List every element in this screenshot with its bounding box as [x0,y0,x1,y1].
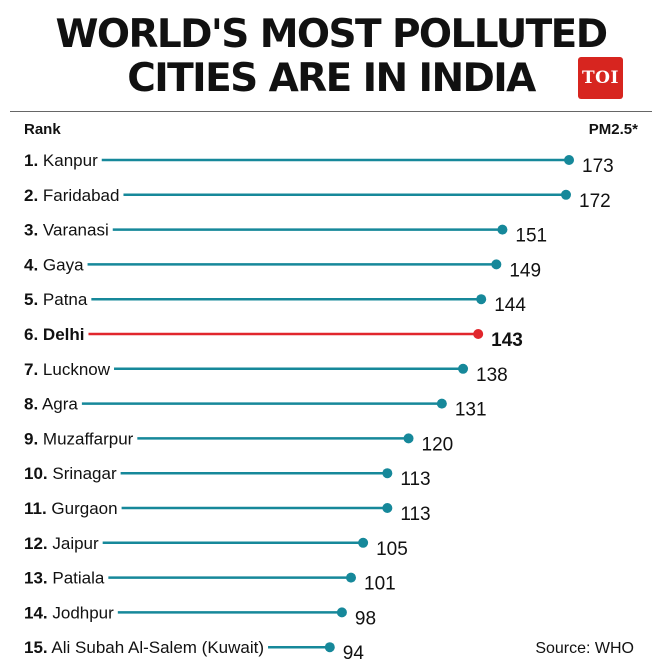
city-name: Faridabad [38,186,119,205]
city-name: Patiala [48,569,105,588]
rank-number: 4. [24,255,38,274]
city-label: 3. Varanasi [24,221,109,240]
value-label: 98 [355,608,376,629]
bar-dot [382,468,393,479]
value-label: 101 [364,574,396,595]
rank-number: 3. [24,221,38,240]
bar-dot [497,224,508,235]
value-label: 138 [476,365,508,386]
city-name: Srinagar [48,464,117,483]
city-name: Varanasi [38,221,109,240]
toi-logo: TOI [578,57,623,99]
city-name: Gaya [38,255,84,274]
bar-dot [403,433,414,444]
city-name: Jodhpur [48,603,114,622]
city-label: 4. Gaya [24,255,84,274]
city-label: 1. Kanpur [24,151,98,170]
bar-dot [561,189,571,200]
city-name: Agra [38,395,78,414]
city-name: Gurgaon [47,499,118,518]
rank-number: 7. [24,360,38,379]
city-label: 10. Srinagar [24,464,117,483]
bar-dot [458,363,469,374]
city-label: 14. Jodhpur [24,603,114,622]
city-label: 7. Lucknow [24,360,111,379]
value-label: 113 [400,469,430,490]
rank-number: 6. [24,325,38,344]
city-label: 9. Muzaffarpur [24,429,134,448]
value-label: 173 [582,156,614,177]
rank-number: 10. [24,464,48,483]
city-name: Ali Subah Al-Salem (Kuwait) [48,638,264,657]
value-label: 151 [515,226,547,247]
bar-dot [473,329,484,339]
value-label: 105 [376,539,408,560]
rank-column-header: Rank [24,121,61,138]
value-label: 172 [579,191,611,212]
city-name: Lucknow [38,360,111,379]
bar-dot [436,398,447,409]
city-label: 11. Gurgaon [24,499,118,518]
pm25-column-header: PM2.5* [588,121,638,138]
city-name: Muzaffarpur [38,429,133,448]
city-label: 15. Ali Subah Al-Salem (Kuwait) [24,638,264,657]
bar-dot [346,572,356,583]
rank-number: 9. [24,429,38,448]
bar-dot [491,259,502,270]
bar-dot [476,294,487,305]
value-label: 149 [509,260,541,281]
city-name: Patna [38,290,88,309]
city-name: Jaipur [48,534,99,553]
city-label: 8. Agra [24,395,78,414]
chart-title-line-1: WORLD'S MOST POLLUTED [55,12,608,57]
value-label: 131 [455,400,487,421]
rank-number: 14. [24,603,48,622]
city-name: Kanpur [38,151,98,170]
value-label: 113 [400,504,430,525]
rank-number: 11. [24,499,47,518]
rank-number: 12. [24,534,48,553]
city-label: 2. Faridabad [24,186,119,205]
rank-number: 1. [24,151,38,170]
bar-dot [564,155,575,165]
rank-number: 2. [24,186,38,205]
city-label: 13. Patiala [24,569,105,588]
value-label: 120 [422,434,454,455]
city-name: Delhi [38,325,84,344]
rank-number: 8. [24,395,38,414]
header-divider [10,111,652,112]
city-label: 12. Jaipur [24,534,99,553]
city-label: 6. Delhi [24,325,84,344]
source-note: Source: WHO [535,640,634,657]
rank-number: 13. [24,569,48,588]
rank-number: 15. [24,638,48,657]
value-label: 144 [494,295,526,316]
city-label: 5. Patna [24,290,88,309]
bar-dot [336,607,347,618]
chart-title-line-2: CITIES ARE IN INDIA [127,56,536,101]
value-label: 143 [491,330,523,351]
bar-dot [358,537,369,548]
value-label: 94 [343,643,365,664]
bar-dot [382,503,393,513]
rank-number: 5. [24,290,38,309]
bar-dot [324,642,335,653]
